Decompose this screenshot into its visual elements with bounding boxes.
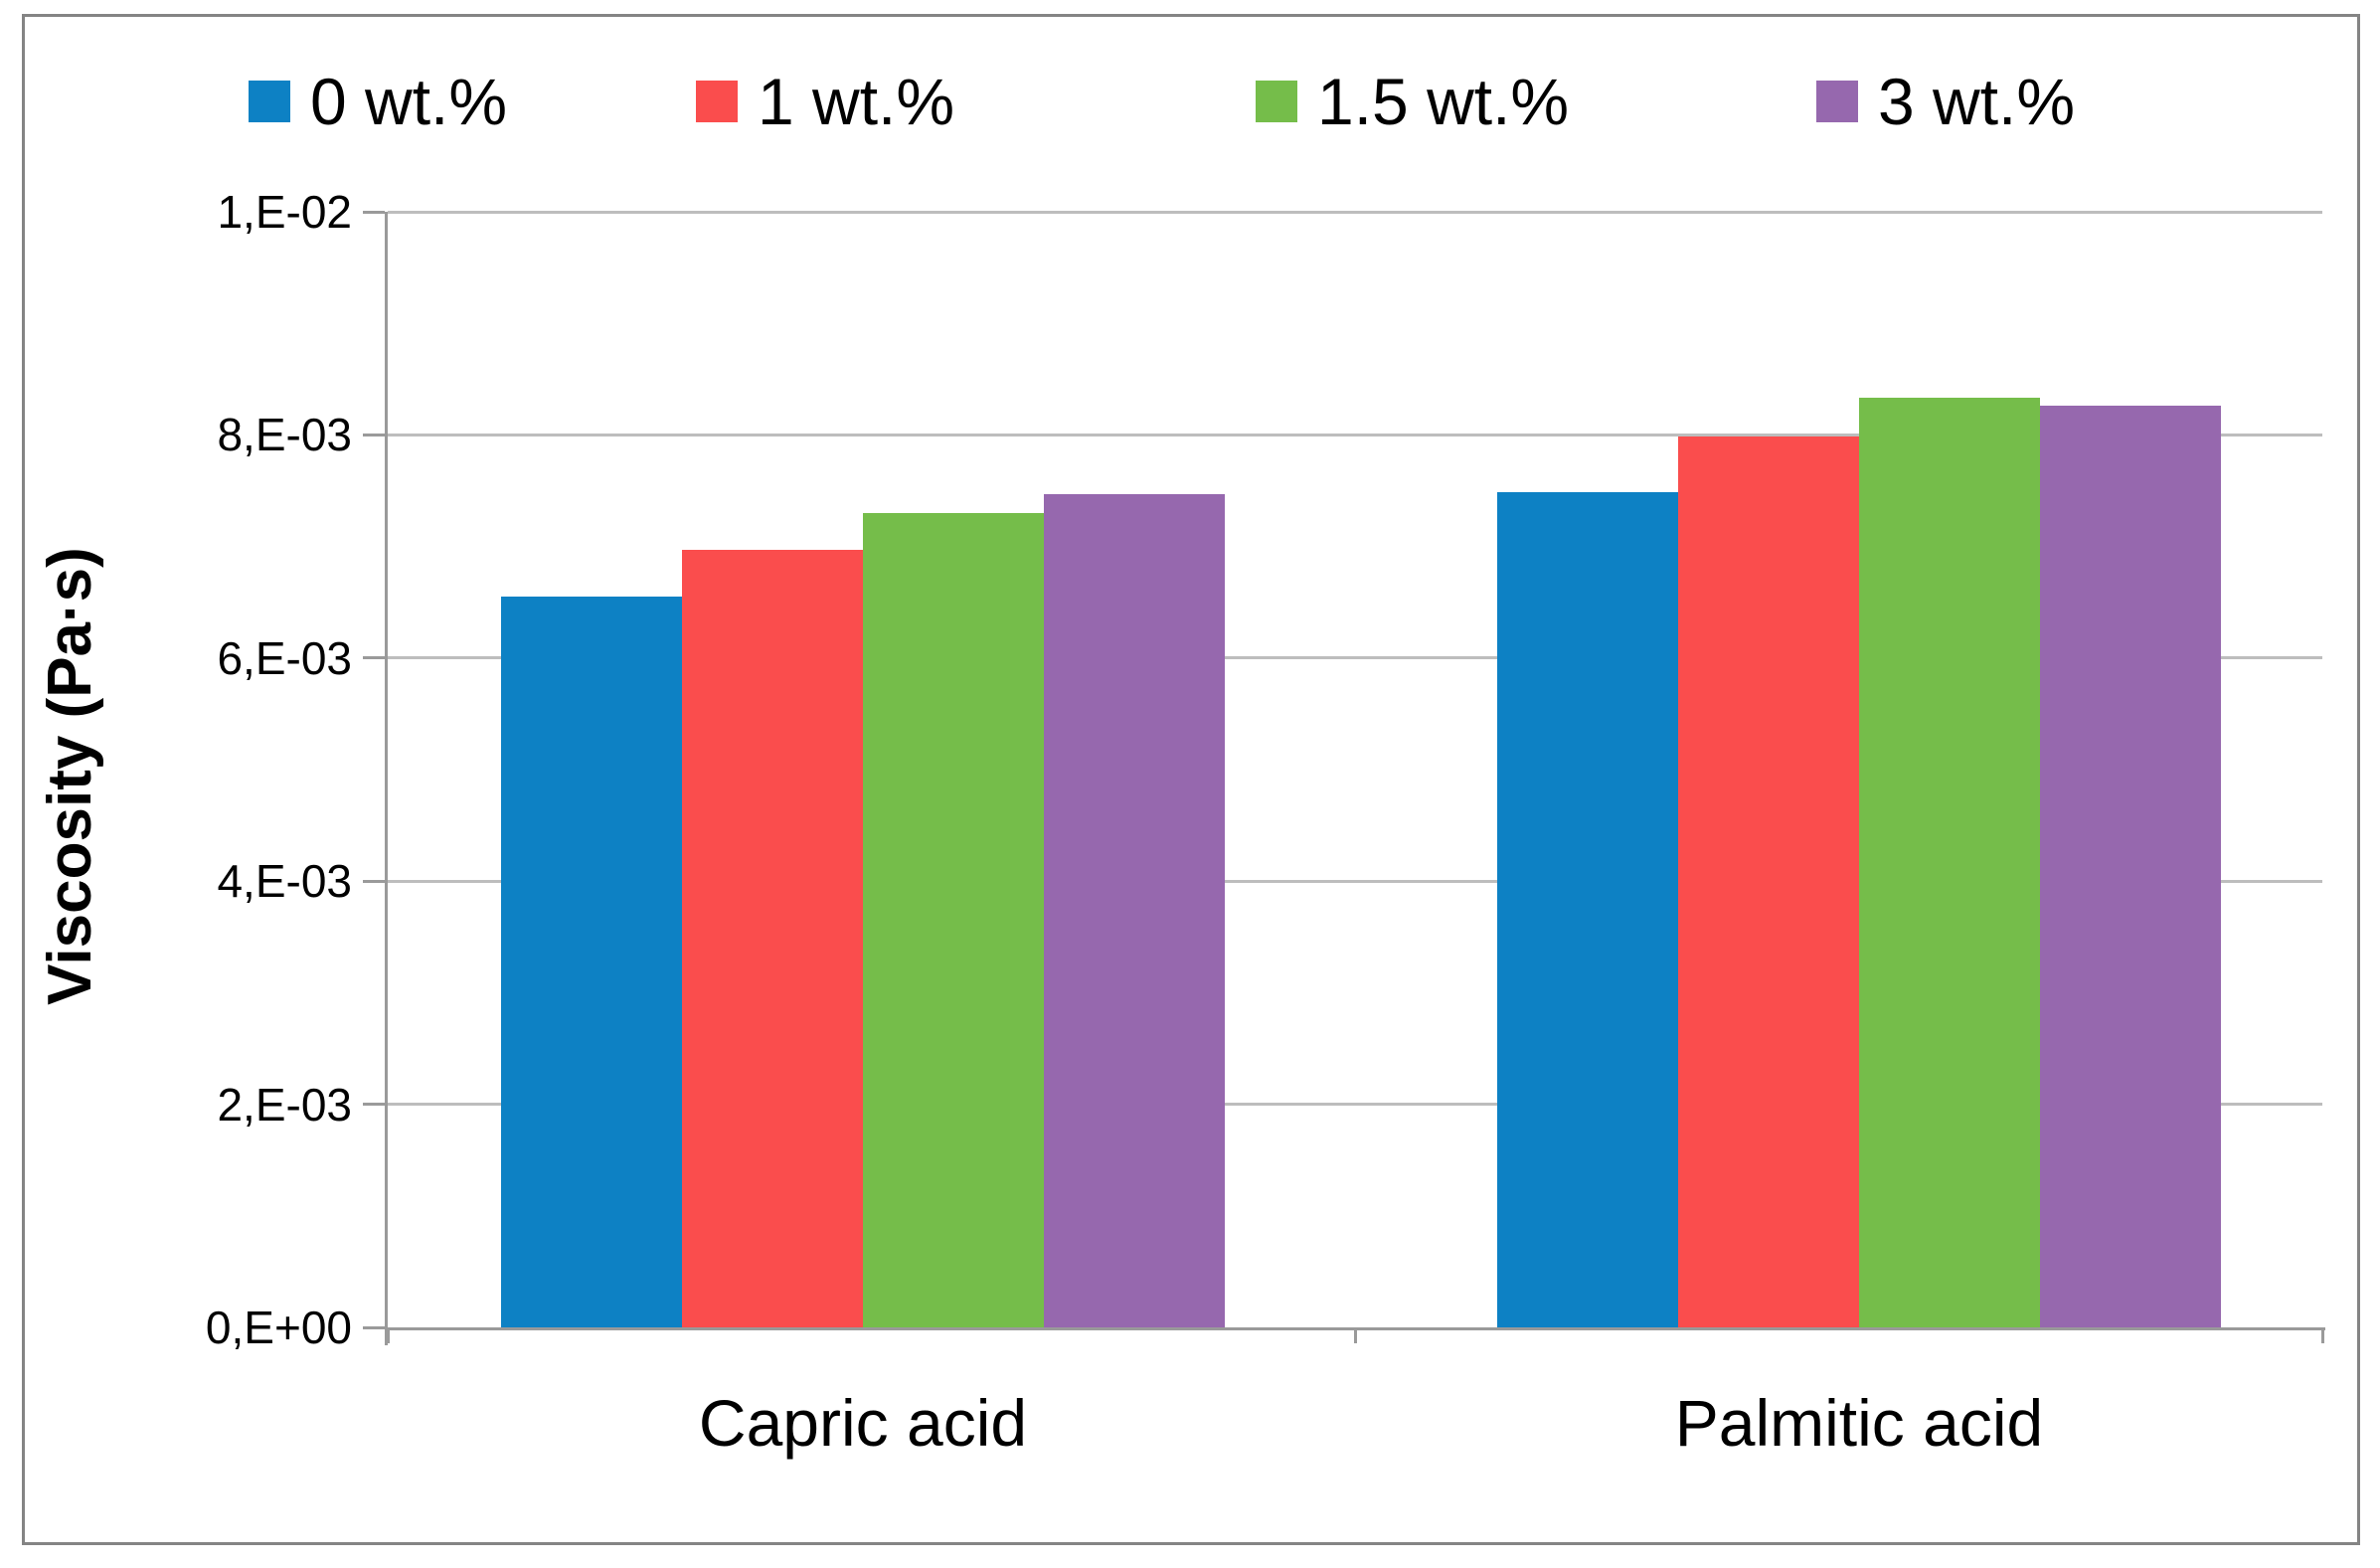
gridline: [388, 210, 2322, 214]
legend-label-1wt: 1 wt.%: [758, 65, 955, 138]
y-tick-label: 4,E-03: [217, 855, 352, 908]
y-axis-tick: [363, 210, 385, 214]
y-axis-tick: [363, 1103, 385, 1107]
bar-palmitic-acid-0wt.%: [1497, 491, 1678, 1327]
legend-swatch-0wt: [249, 81, 290, 122]
y-tick-label: 0,E+00: [205, 1302, 352, 1353]
bar-capric-acid-1.5wt.%: [863, 512, 1044, 1327]
gridline: [388, 1103, 2322, 1107]
y-axis-tick: [363, 433, 385, 436]
x-axis-tick: [1353, 1327, 1357, 1343]
y-axis-tick: [363, 656, 385, 660]
legend-swatch-1wt: [696, 81, 738, 122]
y-axis-title-text: Viscosity (Pa·s): [35, 546, 104, 1005]
legend: 0 wt.% 1 wt.% 1.5 wt.% 3 wt.%: [0, 62, 2380, 141]
legend-swatch-3wt: [1816, 81, 1858, 122]
gridline: [388, 879, 2322, 883]
y-axis-tick: [363, 879, 385, 883]
plot-area: 0,E+00 2,E-03 4,E-03 6,E-03 8,E-03 1,E-02 Capr…: [206, 186, 2325, 1460]
legend-item-1wt: 1 wt.%: [696, 62, 954, 141]
x-category-label: Capric acid: [698, 1386, 1028, 1460]
x-axis-tick: [2320, 1327, 2324, 1343]
y-tick-label: 8,E-03: [217, 409, 352, 461]
y-tick-label: 6,E-03: [217, 631, 352, 684]
legend-label-3wt: 3 wt.%: [1878, 65, 2076, 138]
legend-label-0wt: 0 wt.%: [310, 65, 508, 138]
x-axis-tick: [386, 1327, 390, 1343]
bar-palmitic-acid-1wt.%: [1678, 436, 1859, 1327]
bar-palmitic-acid-3wt.%: [2040, 406, 2221, 1327]
bar-palmitic-acid-1.5wt.%: [1859, 398, 2040, 1327]
bar-capric-acid-0wt.%: [501, 597, 682, 1327]
bar-capric-acid-3wt.%: [1044, 493, 1225, 1327]
legend-item-3wt: 3 wt.%: [1816, 62, 2075, 141]
y-tick-label: 1,E-02: [217, 186, 352, 238]
y-axis-line: [385, 212, 388, 1345]
gridline: [388, 433, 2322, 436]
legend-swatch-1-5wt: [1256, 81, 1297, 122]
legend-item-0wt: 0 wt.%: [249, 62, 507, 141]
legend-item-1-5wt: 1.5 wt.%: [1256, 62, 1569, 141]
bar-capric-acid-1wt.%: [682, 549, 863, 1327]
y-axis-tick: [363, 1325, 385, 1329]
legend-label-1-5wt: 1.5 wt.%: [1317, 65, 1570, 138]
y-tick-label: 2,E-03: [217, 1078, 352, 1131]
x-category-label: Palmitic acid: [1674, 1386, 2044, 1460]
gridline: [388, 656, 2322, 660]
y-axis-title: Viscosity (Pa·s): [0, 418, 159, 1133]
